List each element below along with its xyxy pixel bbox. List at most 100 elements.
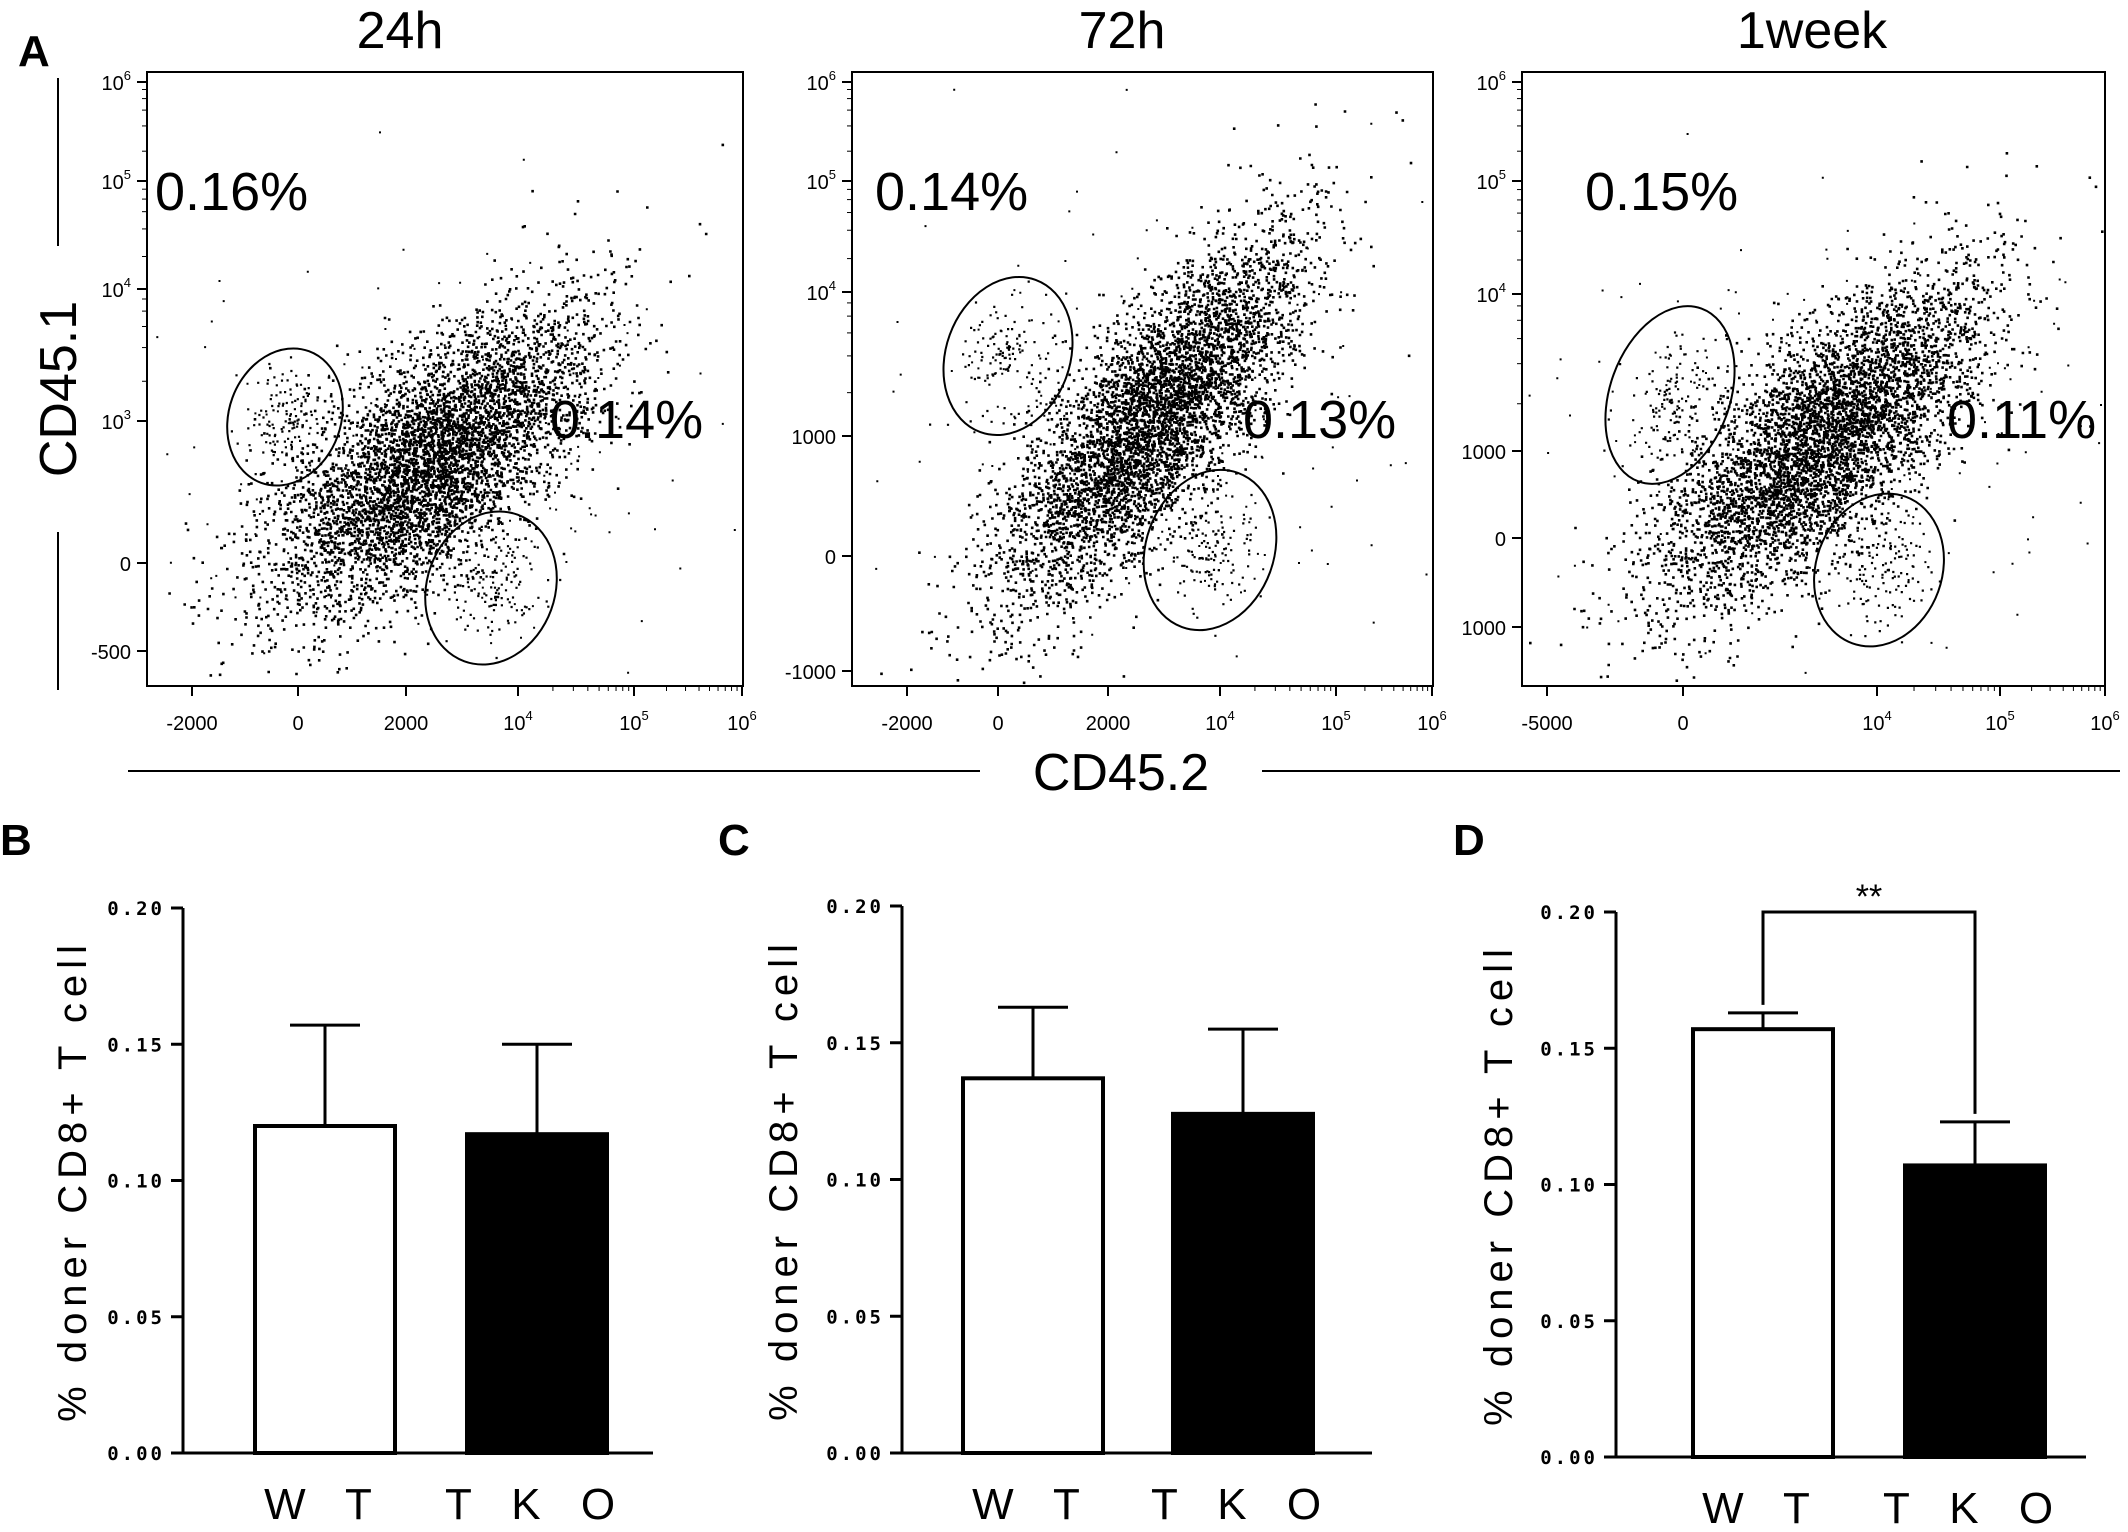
bar-tko (465, 1132, 609, 1456)
x-tick-label: 2000 (1086, 713, 1131, 735)
dot-population-lower-gate (1818, 512, 1933, 644)
x-tick-label: 106 (727, 708, 756, 735)
category-label: T K O (1151, 1480, 1335, 1529)
bar-chart-c: C 0.00 0.05 0.10 0.15 0.20 % doner CD8+ T cell… (718, 816, 1372, 1529)
plot-frame (146, 71, 744, 687)
y-tick-label: 0.00 (826, 1443, 884, 1465)
y-tick-label: 106 (1477, 68, 1506, 95)
y-tick-label: 0.20 (826, 896, 884, 918)
y-tick-label: 0.05 (1540, 1311, 1598, 1333)
bar-chart-b: B 0.00 0.05 0.10 0.15 0.20 % doner CD8+ T cell… (0, 816, 653, 1529)
y-tick-label: 0.05 (107, 1307, 165, 1329)
gate-lower-percent: 0.13% (1243, 390, 1396, 450)
y-axis-label-cd45-1: CD45.1 (30, 301, 88, 477)
dot-population-lower-gate (1155, 478, 1271, 637)
panel-letter-c: C (718, 816, 750, 865)
y-tick-label: 1000 (792, 427, 837, 449)
bar-wt (253, 1124, 397, 1455)
y-tick-label: 0.00 (1540, 1447, 1598, 1469)
gate-upper (226, 347, 344, 487)
y-tick-label: 0.15 (826, 1033, 884, 1055)
bar-tko (1171, 1111, 1315, 1455)
y-tick-label: 0.20 (1540, 902, 1598, 924)
x-tick-label: 2000 (384, 713, 429, 735)
y-tick-label: 0.20 (107, 898, 165, 920)
dot-population-upper-gate (230, 356, 334, 483)
y-tick-label: 0 (825, 547, 836, 569)
y-tick-label: 0.05 (826, 1306, 884, 1328)
y-axis-label: % doner CD8+ T cell (51, 939, 95, 1422)
y-tick-label: 0.15 (107, 1034, 165, 1056)
x-tick-label: 0 (992, 713, 1003, 735)
gate-lower (1142, 468, 1278, 632)
category-label: T K O (445, 1480, 629, 1529)
y-tick-label: 1000 (1462, 618, 1507, 640)
y-tick-label: 0.15 (1540, 1038, 1598, 1060)
y-tick-label: 106 (807, 68, 836, 95)
y-tick-label: 106 (102, 68, 131, 95)
gate-upper-percent: 0.16% (155, 162, 308, 222)
bar-tko (1903, 1163, 2047, 1460)
y-tick-label: -500 (91, 642, 131, 664)
panel-letter-a: A (18, 27, 50, 76)
gate-upper (942, 275, 1074, 437)
plot-frame (851, 71, 1434, 687)
x-tick-label: -2000 (881, 713, 932, 735)
x-tick-label: 106 (1417, 708, 1446, 735)
bar-wt (961, 1076, 1105, 1456)
x-axis-label-cd45-2: CD45.2 (1033, 744, 1209, 802)
y-tick-label: 0 (120, 554, 131, 576)
x-tick-label: 104 (1862, 708, 1891, 735)
category-label: W T (1702, 1484, 1824, 1532)
y-axis-label: % doner CD8+ T cell (1477, 943, 1521, 1426)
plot-title: 1week (1737, 2, 1888, 60)
dot-population-upper-gate (1603, 331, 1728, 468)
panel-letter-b: B (0, 816, 32, 865)
y-tick-label: 105 (102, 167, 131, 194)
y-tick-label: 0.10 (107, 1171, 165, 1193)
x-tick-label: 0 (1677, 713, 1688, 735)
y-tick-label: 0.00 (107, 1443, 165, 1465)
y-tick-label: 104 (1477, 280, 1506, 307)
x-tick-label: 104 (1205, 708, 1234, 735)
category-label: W T (264, 1480, 386, 1529)
x-tick-label: -5000 (1521, 713, 1572, 735)
gate-upper-percent: 0.14% (875, 162, 1028, 222)
x-tick-label: -2000 (166, 713, 217, 735)
y-tick-label: 104 (807, 278, 836, 305)
gate-lower-percent: 0.14% (550, 390, 703, 450)
gate-upper-percent: 0.15% (1585, 162, 1738, 222)
x-tick-label: 0 (292, 713, 303, 735)
y-tick-label: 105 (807, 167, 836, 194)
plot-frame (1521, 71, 2106, 687)
dot-population-lower-gate (429, 515, 562, 660)
plot-title: 72h (1079, 2, 1166, 60)
gate-lower (424, 510, 558, 666)
y-tick-label: 104 (102, 275, 131, 302)
x-tick-label: 105 (1985, 708, 2014, 735)
bar-chart-d: D 0.00 0.05 0.10 0.15 0.20 % doner CD8+ T cell… (1453, 816, 2086, 1532)
x-tick-label: 105 (619, 708, 648, 735)
significance-bracket (1761, 910, 1977, 1114)
y-tick-label: 0.10 (826, 1170, 884, 1192)
category-label: T K O (1883, 1484, 2067, 1532)
y-tick-label: 105 (1477, 167, 1506, 194)
plot-title: 24h (357, 2, 444, 60)
significance-label: ** (1856, 878, 1882, 916)
gate-lower (1813, 492, 1945, 648)
panel-letter-d: D (1453, 816, 1485, 865)
y-tick-label: -1000 (785, 662, 836, 684)
y-tick-label: 1000 (1462, 442, 1507, 464)
gate-lower-percent: 0.11% (1947, 390, 2096, 450)
dot-population-main (1529, 152, 2104, 682)
y-tick-label: 0.10 (1540, 1175, 1598, 1197)
x-tick-label: 105 (1321, 708, 1350, 735)
y-tick-label: 0 (1495, 529, 1506, 551)
category-label: W T (972, 1480, 1094, 1529)
y-axis-label: % doner CD8+ T cell (762, 938, 806, 1421)
gate-upper (1604, 305, 1736, 485)
y-tick-label: 103 (102, 407, 131, 434)
bar-wt (1691, 1027, 1835, 1460)
x-tick-label: 106 (2090, 708, 2119, 735)
